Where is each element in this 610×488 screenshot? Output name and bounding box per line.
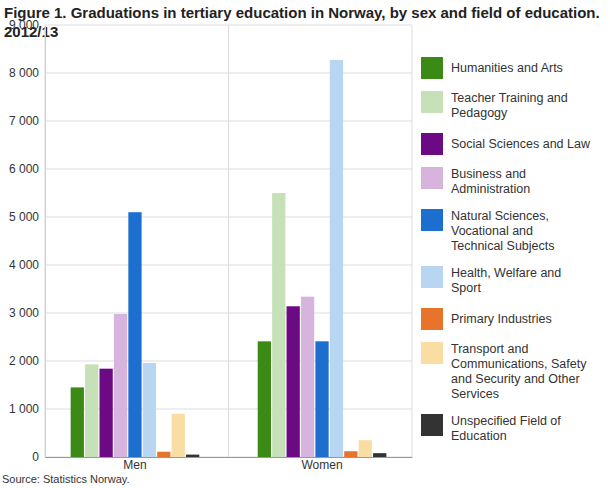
bar bbox=[359, 440, 372, 457]
chart: 0 1 000 2 000 3 000 4 000 5 000 6 000 7 000 8 00… bbox=[0, 0, 610, 488]
chart-title: Figure 1. Graduations in tertiary educat… bbox=[4, 3, 604, 41]
legend-label: Teacher Training andPedagogy bbox=[451, 91, 568, 120]
bar bbox=[330, 60, 343, 457]
legend-swatch bbox=[421, 209, 443, 231]
category-separator bbox=[412, 25, 413, 457]
legend-label: Social Sciences and Law bbox=[451, 137, 591, 151]
bar bbox=[315, 341, 328, 457]
y-tick: 4 000 bbox=[9, 258, 45, 272]
y-tick: 2 000 bbox=[9, 354, 45, 368]
source: Source: Statistics Norway. bbox=[2, 473, 130, 485]
y-tick-label: 9 000 bbox=[9, 18, 39, 32]
legend-item: Transport andCommunications, Safetyand S… bbox=[421, 342, 587, 401]
legend-item: Natural Sciences,Vocational andTechnical… bbox=[421, 209, 555, 253]
legend: Humanities and Arts Teacher Training andP… bbox=[421, 57, 591, 443]
y-tick: 8 000 bbox=[9, 66, 45, 80]
bar bbox=[143, 363, 156, 457]
y-tick-label: 3 000 bbox=[9, 306, 39, 320]
bar bbox=[128, 212, 141, 457]
y-tick: 1 000 bbox=[9, 402, 45, 416]
legend-item: Business andAdministration bbox=[421, 167, 530, 196]
x-axis-line bbox=[46, 457, 413, 458]
y-tick-label: 7 000 bbox=[9, 114, 39, 128]
legend-swatch bbox=[421, 167, 443, 189]
legend-item: Unspecified Field ofEducation bbox=[421, 414, 561, 443]
bar bbox=[258, 341, 271, 457]
bar bbox=[373, 453, 386, 457]
legend-item: Health, Welfare andSport bbox=[421, 266, 561, 295]
y-tick: 5 000 bbox=[9, 210, 45, 224]
legend-item: Social Sciences and Law bbox=[421, 133, 591, 155]
legend-label: Natural Sciences,Vocational andTechnical… bbox=[451, 209, 555, 253]
x-tick: Men bbox=[123, 457, 146, 472]
bar bbox=[287, 306, 300, 457]
bar bbox=[114, 314, 127, 457]
legend-label: Transport andCommunications, Safetyand S… bbox=[451, 342, 587, 401]
legend-label: Primary Industries bbox=[451, 312, 552, 326]
legend-item: Humanities and Arts bbox=[421, 57, 563, 79]
y-tick: 3 000 bbox=[9, 306, 45, 320]
legend-swatch bbox=[421, 266, 443, 288]
x-tick-label: Men bbox=[123, 458, 146, 472]
legend-swatch bbox=[421, 308, 443, 330]
legend-swatch bbox=[421, 57, 443, 79]
legend-swatch bbox=[421, 414, 443, 436]
y-tick-label: 0 bbox=[32, 450, 39, 464]
y-tick-label: 4 000 bbox=[9, 258, 39, 272]
legend-item: Primary Industries bbox=[421, 308, 552, 330]
grid bbox=[45, 25, 412, 457]
legend-swatch bbox=[421, 133, 443, 155]
bar bbox=[186, 455, 199, 457]
bar bbox=[71, 387, 84, 457]
bar bbox=[99, 369, 112, 457]
legend-swatch bbox=[421, 91, 443, 113]
y-axis: 0 1 000 2 000 3 000 4 000 5 000 6 000 7 000 8 00… bbox=[9, 18, 46, 464]
legend-label: Business andAdministration bbox=[451, 167, 530, 196]
bar bbox=[85, 364, 98, 457]
y-tick-label: 6 000 bbox=[9, 162, 39, 176]
x-tick: Women bbox=[301, 457, 342, 472]
bars bbox=[71, 60, 387, 457]
bar bbox=[272, 193, 285, 457]
x-axis: Men Women bbox=[46, 457, 413, 472]
legend-label: Unspecified Field ofEducation bbox=[451, 414, 561, 443]
y-tick-label: 8 000 bbox=[9, 66, 39, 80]
y-tick: 0 bbox=[32, 450, 45, 464]
y-tick: 9 000 bbox=[9, 18, 45, 32]
legend-label: Humanities and Arts bbox=[451, 61, 563, 75]
bar bbox=[301, 297, 314, 457]
y-axis-line bbox=[45, 26, 46, 458]
y-tick: 6 000 bbox=[9, 162, 45, 176]
y-tick: 7 000 bbox=[9, 114, 45, 128]
bar bbox=[172, 414, 185, 457]
legend-swatch bbox=[421, 342, 443, 364]
bar bbox=[157, 452, 170, 457]
y-tick-label: 2 000 bbox=[9, 354, 39, 368]
legend-label: Health, Welfare andSport bbox=[451, 266, 561, 295]
legend-item: Teacher Training andPedagogy bbox=[421, 91, 568, 120]
category-separator bbox=[228, 25, 229, 457]
bar bbox=[344, 451, 357, 457]
x-tick-label: Women bbox=[301, 458, 342, 472]
category-separator bbox=[45, 25, 46, 457]
y-tick-label: 1 000 bbox=[9, 402, 39, 416]
y-tick-label: 5 000 bbox=[9, 210, 39, 224]
